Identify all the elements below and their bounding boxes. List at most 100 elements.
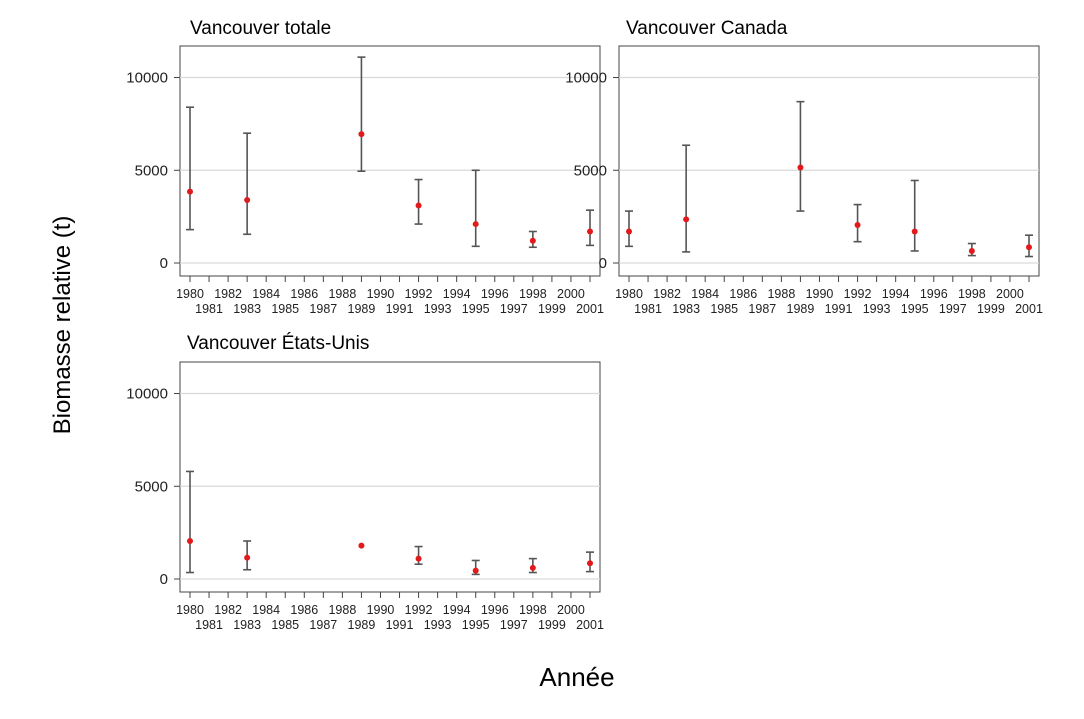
panel-title: Vancouver totale xyxy=(190,18,331,39)
x-tick-label: 1997 xyxy=(500,302,528,316)
error-bar xyxy=(796,100,805,212)
x-tick-label: 1997 xyxy=(939,302,967,316)
data-point xyxy=(1026,244,1032,251)
x-tick-label: 1984 xyxy=(252,287,280,301)
panel-1: Vancouver totale050001000019801981198219… xyxy=(126,18,604,316)
y-tick-label: 10000 xyxy=(126,386,168,403)
x-tick-label: 1982 xyxy=(653,287,681,301)
data-point xyxy=(244,196,251,203)
x-tick-label: 1996 xyxy=(481,603,509,617)
x-tick-label: 1990 xyxy=(367,287,395,301)
x-tick-label: 2001 xyxy=(1015,302,1043,316)
x-tick-label: 1983 xyxy=(233,618,261,632)
error-bar xyxy=(414,178,423,225)
y-tick-label: 0 xyxy=(599,255,607,272)
x-tick-label: 2000 xyxy=(996,287,1024,301)
panel-3: Vancouver États-Unis05000100001980198119… xyxy=(126,333,604,632)
y-tick-label: 10000 xyxy=(565,70,607,87)
data-point xyxy=(968,247,975,254)
x-tick-label: 1999 xyxy=(977,302,1005,316)
data-point xyxy=(529,237,536,244)
x-tick-label: 1991 xyxy=(825,302,853,316)
data-point xyxy=(626,228,632,235)
x-tick-label: 1992 xyxy=(405,287,433,301)
x-tick-label: 1991 xyxy=(386,302,414,316)
data-point xyxy=(797,164,804,171)
x-tick-label: 1988 xyxy=(328,287,356,301)
x-tick-label: 1993 xyxy=(424,302,452,316)
x-tick-label: 1998 xyxy=(958,287,986,301)
error-bar xyxy=(682,144,691,253)
x-tick-label: 2000 xyxy=(557,603,585,617)
x-tick-label: 1998 xyxy=(519,287,547,301)
x-tick-label: 1980 xyxy=(615,287,643,301)
y-tick-label: 5000 xyxy=(135,162,168,179)
x-tick-label: 1994 xyxy=(443,603,471,617)
data-point xyxy=(911,228,918,235)
x-tick-label: 1998 xyxy=(519,603,547,617)
x-tick-label: 1981 xyxy=(195,302,223,316)
data-point xyxy=(587,228,593,235)
data-point xyxy=(415,555,422,562)
x-tick-label: 1982 xyxy=(214,287,242,301)
x-tick-label: 1985 xyxy=(710,302,738,316)
x-tick-label: 2000 xyxy=(557,287,585,301)
error-bar xyxy=(186,470,194,574)
data-point xyxy=(187,188,193,195)
x-tick-label: 1987 xyxy=(309,302,337,316)
data-point xyxy=(472,567,479,574)
x-tick-label: 1996 xyxy=(920,287,948,301)
x-tick-label: 1980 xyxy=(176,287,204,301)
data-point xyxy=(529,564,536,571)
x-tick-label: 1988 xyxy=(328,603,356,617)
x-tick-label: 1987 xyxy=(309,618,337,632)
x-tick-label: 1983 xyxy=(233,302,261,316)
data-point xyxy=(854,221,861,228)
x-tick-label: 1991 xyxy=(386,618,414,632)
x-tick-label: 1982 xyxy=(214,603,242,617)
error-bar xyxy=(910,179,919,252)
x-tick-label: 1995 xyxy=(901,302,929,316)
y-tick-label: 0 xyxy=(160,255,168,272)
plot-area xyxy=(618,45,1040,277)
data-point xyxy=(587,560,593,567)
data-point xyxy=(472,221,479,228)
x-tick-label: 1994 xyxy=(882,287,910,301)
x-tick-label: 1992 xyxy=(405,603,433,617)
x-tick-label: 1989 xyxy=(787,302,815,316)
x-tick-label: 1986 xyxy=(729,287,757,301)
error-bar xyxy=(357,56,366,173)
x-tick-label: 1989 xyxy=(348,618,376,632)
panel-2: Vancouver Canada050001000019801981198219… xyxy=(565,18,1043,316)
x-axis-label: Année xyxy=(539,662,614,692)
x-tick-label: 1984 xyxy=(691,287,719,301)
data-point xyxy=(358,131,365,138)
x-tick-label: 1985 xyxy=(271,302,299,316)
x-tick-label: 1986 xyxy=(290,287,318,301)
x-tick-label: 1984 xyxy=(252,603,280,617)
x-tick-label: 1993 xyxy=(863,302,891,316)
y-axis-label: Biomasse relative (t) xyxy=(49,216,76,435)
x-tick-label: 1995 xyxy=(462,618,490,632)
x-tick-label: 2001 xyxy=(576,302,604,316)
x-tick-label: 2001 xyxy=(576,618,604,632)
panel-title: Vancouver États-Unis xyxy=(187,333,369,354)
plot-area xyxy=(179,45,601,277)
y-tick-label: 0 xyxy=(160,571,168,588)
x-tick-label: 1989 xyxy=(348,302,376,316)
x-tick-label: 1996 xyxy=(481,287,509,301)
x-tick-label: 1994 xyxy=(443,287,471,301)
x-tick-label: 1997 xyxy=(500,618,528,632)
x-tick-label: 1980 xyxy=(176,603,204,617)
x-tick-label: 1986 xyxy=(290,603,318,617)
x-tick-label: 1999 xyxy=(538,302,566,316)
data-point xyxy=(358,542,365,549)
x-tick-label: 1985 xyxy=(271,618,299,632)
x-tick-label: 1988 xyxy=(767,287,795,301)
x-tick-label: 1995 xyxy=(462,302,490,316)
x-tick-label: 1992 xyxy=(844,287,872,301)
x-tick-label: 1999 xyxy=(538,618,566,632)
x-tick-label: 1981 xyxy=(634,302,662,316)
x-tick-label: 1990 xyxy=(806,287,834,301)
